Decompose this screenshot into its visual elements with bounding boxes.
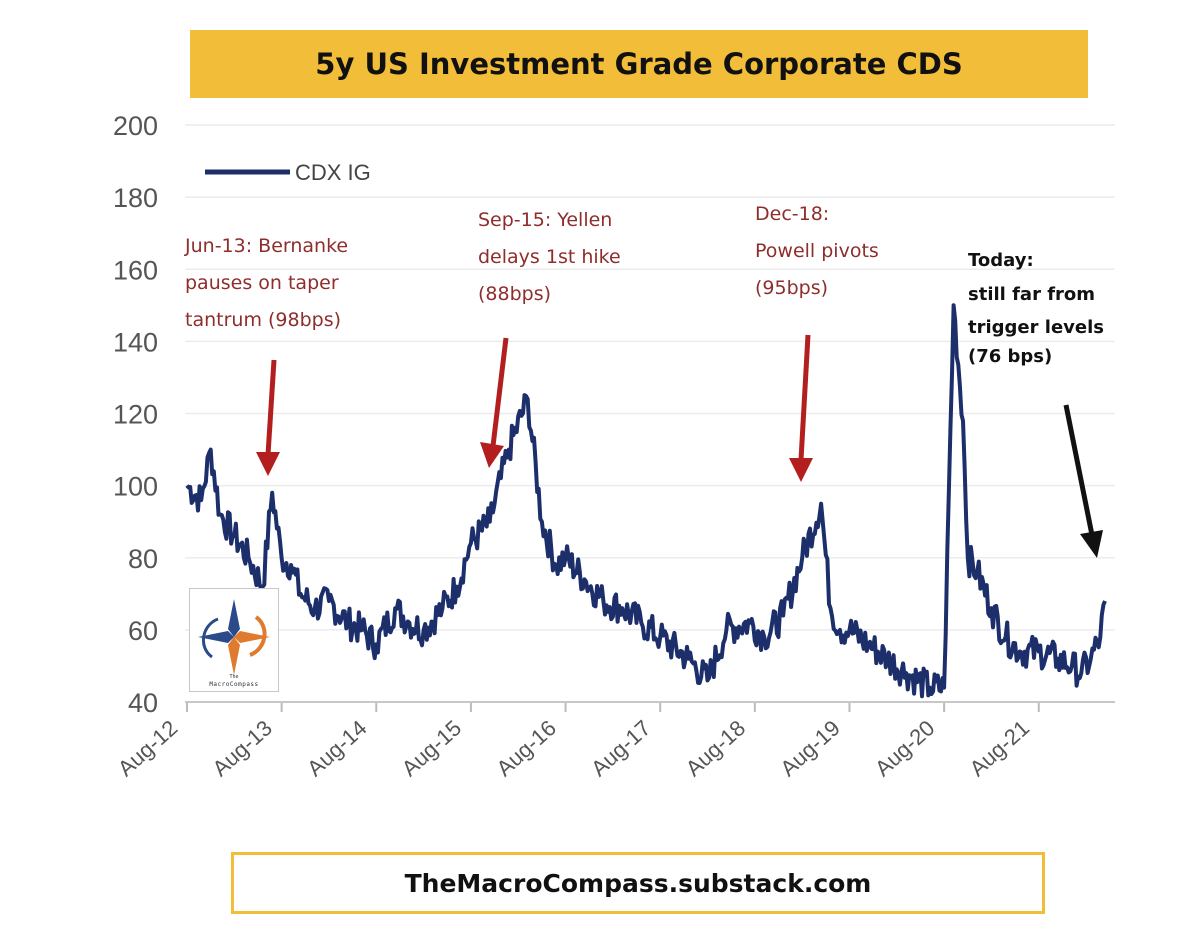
annotation-line: Today: <box>968 250 1034 271</box>
x-tick-label: Aug-18 <box>681 715 750 781</box>
arrow-black <box>1063 404 1095 536</box>
annotation-powell: Dec-18: Powell pivots (95bps) <box>755 203 879 482</box>
y-tick-label: 180 <box>113 183 158 213</box>
y-tick-label: 160 <box>113 255 158 285</box>
macro-compass-logo: The MacroCompass <box>189 588 279 692</box>
annotation-line: (95bps) <box>755 277 828 299</box>
y-tick-label: 140 <box>113 327 158 357</box>
gridlines <box>185 124 1115 631</box>
chart-title-banner: 5y US Investment Grade Corporate CDS <box>190 30 1088 98</box>
annotation-line: pauses on taper <box>185 272 339 294</box>
x-axis-ticks: Aug-12 Aug-13 Aug-14 Aug-15 Aug-16 Aug-17 Aug-… <box>113 702 1040 781</box>
x-tick-label: Aug-21 <box>965 715 1034 781</box>
annotation-line: delays 1st hike <box>478 246 621 268</box>
annotation-bernanke: Jun-13: Bernanke pauses on taper tantrum… <box>184 235 348 476</box>
y-tick-label: 60 <box>128 616 158 646</box>
series-line-cdx-ig <box>185 303 1107 699</box>
arrowhead-red <box>480 442 504 468</box>
annotation-line: Sep-15: Yellen <box>478 209 612 231</box>
arrow-red <box>798 334 811 461</box>
x-tick-label: Aug-12 <box>113 715 182 781</box>
x-tick-label: Aug-19 <box>775 715 844 781</box>
y-axis-ticks: 40 60 80 100 120 140 160 180 200 <box>113 111 158 718</box>
x-tick-label: Aug-14 <box>302 715 371 781</box>
x-tick-label: Aug-17 <box>586 715 655 781</box>
arrowhead-red <box>256 452 280 476</box>
logo-text-the: The <box>229 674 239 680</box>
footer-url: TheMacroCompass.substack.com <box>404 868 872 898</box>
y-tick-label: 80 <box>128 544 158 574</box>
annotation-line: (76 bps) <box>968 346 1052 367</box>
annotation-line: Powell pivots <box>755 240 879 262</box>
annotation-yellen: Sep-15: Yellen delays 1st hike (88bps) <box>478 209 621 468</box>
compass-icon <box>198 599 270 675</box>
y-tick-label: 100 <box>113 472 158 502</box>
arrowhead-black <box>1080 530 1103 558</box>
annotation-line: still far from <box>968 284 1095 305</box>
y-tick-label: 120 <box>113 400 158 430</box>
x-tick-label: Aug-15 <box>397 715 466 781</box>
arrowhead-red <box>789 458 813 482</box>
annotation-line: (88bps) <box>478 283 551 305</box>
arrow-red <box>265 359 277 456</box>
y-tick-label: 200 <box>113 111 158 141</box>
x-tick-label: Aug-20 <box>870 715 939 781</box>
footer-url-banner: TheMacroCompass.substack.com <box>231 852 1045 914</box>
annotation-line: Dec-18: <box>755 203 829 225</box>
annotation-line: tantrum (98bps) <box>185 309 341 331</box>
legend: CDX IG <box>205 160 371 185</box>
annotation-today: Today: still far from trigger levels (76… <box>968 250 1104 558</box>
chart-title: 5y US Investment Grade Corporate CDS <box>315 47 963 81</box>
annotation-line: Jun-13: Bernanke <box>184 235 348 257</box>
annotation-line: trigger levels <box>968 317 1104 338</box>
x-tick-label: Aug-16 <box>491 715 560 781</box>
y-tick-label: 40 <box>128 688 158 718</box>
legend-label: CDX IG <box>295 160 371 185</box>
x-tick-label: Aug-13 <box>208 715 277 781</box>
logo-text-name: MacroCompass <box>209 681 259 688</box>
arrow-red <box>490 337 509 447</box>
